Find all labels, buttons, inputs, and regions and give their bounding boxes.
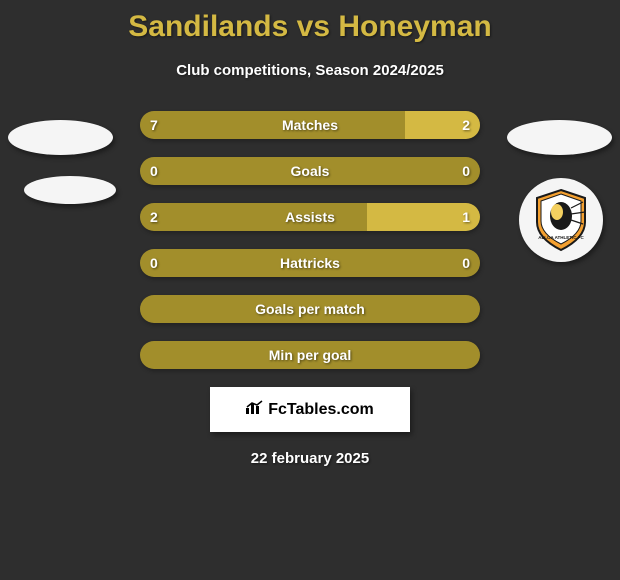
comparison-infographic: Sandilands vs Honeyman Club competitions…: [0, 0, 620, 467]
stat-row: Min per goal: [0, 341, 620, 369]
stat-label: Goals per match: [255, 301, 365, 317]
stats-area: Matches72Goals00Assists21Hattricks00Goal…: [0, 111, 620, 369]
stat-value-left: 7: [150, 117, 158, 133]
stat-label: Matches: [282, 117, 338, 133]
stat-bar: Goals 0 0: [140, 157, 480, 185]
subtitle: Club competitions, Season 2024/2025: [0, 62, 620, 79]
stat-bar: Min per goal: [140, 341, 480, 369]
stat-value-right: 2: [462, 117, 470, 133]
stat-label: Assists: [285, 209, 335, 225]
site-label: FcTables.com: [268, 401, 374, 419]
stat-value-right: 0: [462, 255, 470, 271]
footer-date: 22 february 2025: [0, 450, 620, 467]
stat-value-left: 0: [150, 255, 158, 271]
stat-bar: Hattricks 0 0: [140, 249, 480, 277]
page-title: Sandilands vs Honeyman: [0, 10, 620, 44]
stat-row: Assists 2 1: [0, 203, 620, 231]
stat-value-right: 0: [462, 163, 470, 179]
chart-icon: [246, 400, 264, 419]
stat-value-right: 1: [462, 209, 470, 225]
site-watermark: FcTables.com: [210, 387, 410, 432]
stat-label: Hattricks: [280, 255, 340, 271]
stat-bar: Assists 2 1: [140, 203, 480, 231]
stat-row: Matches 7 2: [0, 111, 620, 139]
bar-segment-left: [140, 111, 405, 139]
stat-value-left: 0: [150, 163, 158, 179]
stat-label: Min per goal: [269, 347, 351, 363]
stat-bar: Matches 7 2: [140, 111, 480, 139]
stat-row: Goals per match: [0, 295, 620, 323]
stat-row: Hattricks 0 0: [0, 249, 620, 277]
stat-bar: Goals per match: [140, 295, 480, 323]
stat-row: Goals 0 0: [0, 157, 620, 185]
stat-value-left: 2: [150, 209, 158, 225]
stat-label: Goals: [291, 163, 330, 179]
